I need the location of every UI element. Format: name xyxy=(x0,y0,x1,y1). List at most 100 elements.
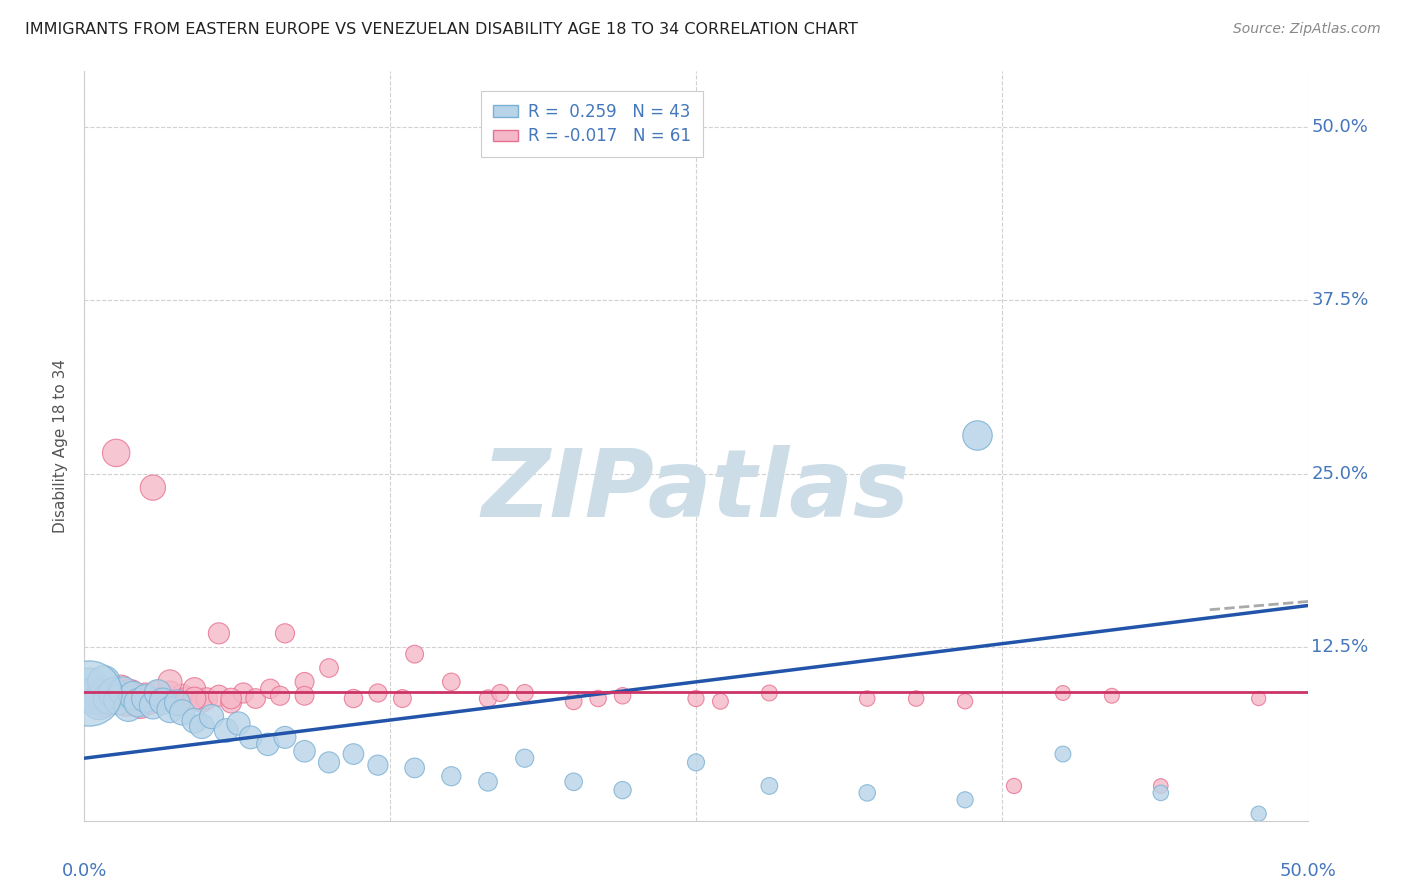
Point xyxy=(367,758,389,772)
Point xyxy=(953,694,976,708)
Point xyxy=(191,694,214,708)
Point xyxy=(97,689,120,703)
Point xyxy=(562,774,585,789)
Point xyxy=(318,756,340,770)
Point xyxy=(120,686,142,700)
Point xyxy=(612,783,634,797)
Point xyxy=(83,689,105,703)
Point xyxy=(77,686,100,700)
Point xyxy=(477,691,499,706)
Point xyxy=(208,689,231,703)
Point xyxy=(342,691,364,706)
Point xyxy=(93,674,115,689)
Point xyxy=(856,691,879,706)
Point xyxy=(1150,779,1173,793)
Point xyxy=(103,691,125,706)
Point xyxy=(159,703,181,717)
Point xyxy=(856,786,879,800)
Point xyxy=(966,428,988,442)
Text: IMMIGRANTS FROM EASTERN EUROPE VS VENEZUELAN DISABILITY AGE 18 TO 34 CORRELATION: IMMIGRANTS FROM EASTERN EUROPE VS VENEZU… xyxy=(25,22,858,37)
Point xyxy=(115,696,138,710)
Text: 50.0%: 50.0% xyxy=(1312,118,1368,136)
Point xyxy=(93,696,115,710)
Point xyxy=(87,686,110,700)
Point xyxy=(219,691,242,706)
Point xyxy=(107,693,129,707)
Point xyxy=(245,691,267,706)
Text: Source: ZipAtlas.com: Source: ZipAtlas.com xyxy=(1233,22,1381,37)
Y-axis label: Disability Age 18 to 34: Disability Age 18 to 34 xyxy=(53,359,69,533)
Point xyxy=(172,706,194,720)
Point xyxy=(142,698,165,713)
Point xyxy=(80,691,103,706)
Point xyxy=(274,731,297,745)
Point xyxy=(612,689,634,703)
Point xyxy=(159,674,181,689)
Point xyxy=(183,681,205,696)
Point xyxy=(129,698,152,713)
Point xyxy=(125,691,148,706)
Point xyxy=(166,696,188,710)
Point xyxy=(367,686,389,700)
Point xyxy=(103,686,125,700)
Point xyxy=(152,691,174,706)
Text: 37.5%: 37.5% xyxy=(1312,292,1368,310)
Point xyxy=(112,684,135,698)
Text: 50.0%: 50.0% xyxy=(1279,862,1336,880)
Point xyxy=(127,696,149,710)
Point xyxy=(391,691,413,706)
Text: 25.0%: 25.0% xyxy=(1312,465,1368,483)
Point xyxy=(97,691,120,706)
Legend: R =  0.259   N = 43, R = -0.017   N = 61: R = 0.259 N = 43, R = -0.017 N = 61 xyxy=(481,91,703,157)
Point xyxy=(440,769,463,783)
Point xyxy=(1247,691,1270,706)
Point xyxy=(87,696,110,710)
Point xyxy=(586,691,609,706)
Point xyxy=(489,686,512,700)
Point xyxy=(758,686,780,700)
Point xyxy=(183,714,205,728)
Point xyxy=(1150,786,1173,800)
Point xyxy=(685,691,707,706)
Point xyxy=(709,694,731,708)
Point xyxy=(758,779,780,793)
Point xyxy=(176,691,198,706)
Point xyxy=(105,446,128,460)
Point xyxy=(685,756,707,770)
Point xyxy=(905,691,928,706)
Point xyxy=(342,747,364,761)
Point xyxy=(142,481,165,495)
Point xyxy=(215,723,238,738)
Point xyxy=(77,681,100,696)
Point xyxy=(513,686,536,700)
Point xyxy=(562,694,585,708)
Point xyxy=(294,674,316,689)
Point xyxy=(127,696,149,710)
Point xyxy=(135,689,157,703)
Point xyxy=(146,686,169,700)
Point xyxy=(139,694,162,708)
Point xyxy=(163,696,186,710)
Point xyxy=(294,744,316,758)
Point xyxy=(117,686,139,700)
Point xyxy=(122,689,145,703)
Point xyxy=(1052,686,1074,700)
Point xyxy=(135,691,157,706)
Point xyxy=(219,696,242,710)
Point xyxy=(239,731,262,745)
Point xyxy=(513,751,536,765)
Point xyxy=(232,686,254,700)
Point xyxy=(110,681,132,696)
Point xyxy=(1052,747,1074,761)
Point xyxy=(191,719,214,733)
Point xyxy=(117,699,139,714)
Point xyxy=(228,716,250,731)
Text: ZIPatlas: ZIPatlas xyxy=(482,445,910,537)
Point xyxy=(208,626,231,640)
Point xyxy=(159,686,181,700)
Point xyxy=(259,681,281,696)
Point xyxy=(1002,779,1025,793)
Point xyxy=(404,647,426,661)
Point xyxy=(1247,806,1270,821)
Point xyxy=(200,709,222,723)
